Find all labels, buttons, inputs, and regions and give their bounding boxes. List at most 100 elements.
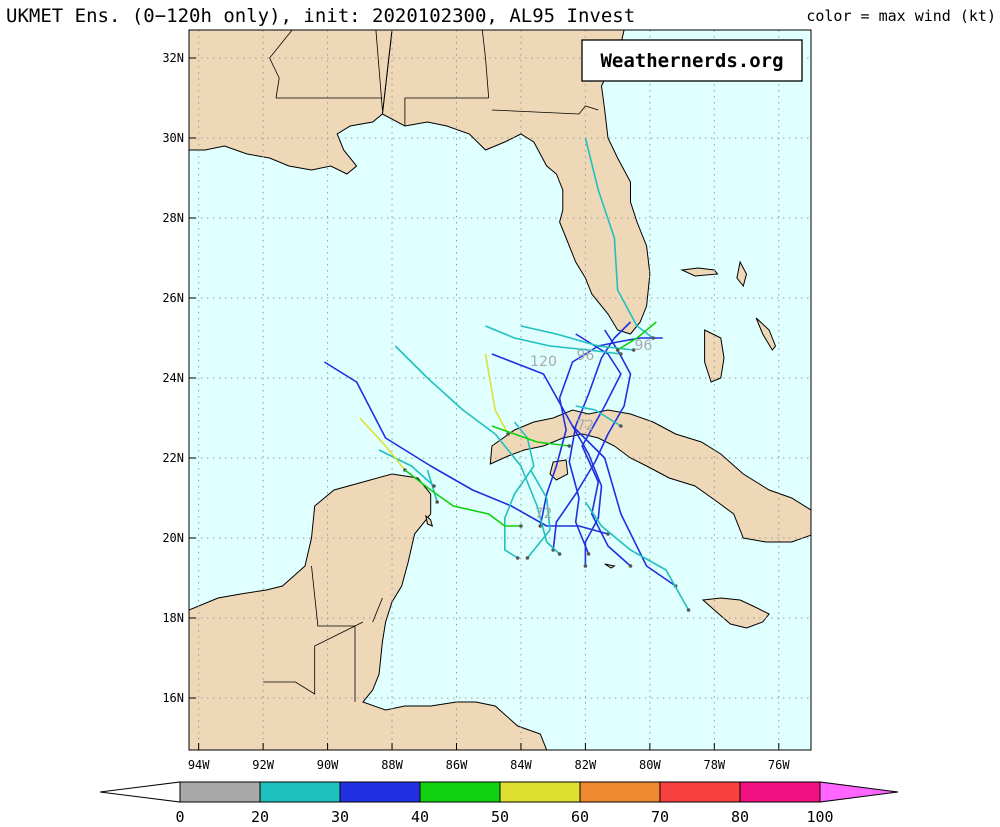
colorbar-segment <box>339 781 421 803</box>
track-end-marker <box>557 552 562 556</box>
colorbar-segment <box>659 781 741 803</box>
border-line <box>375 30 383 111</box>
lat-tick-label: 18N <box>162 611 184 625</box>
track-end-marker <box>628 564 633 568</box>
land-layer <box>189 30 811 750</box>
forecast-hour-labels: 120 96 96 72 72 <box>530 338 652 522</box>
lat-tick-label: 16N <box>162 691 184 705</box>
land-abaco <box>736 260 748 288</box>
land-gulf-coast-west <box>189 30 393 175</box>
lon-tick-label: 78W <box>703 758 725 772</box>
ensemble-track <box>485 325 621 355</box>
ensemble-track <box>526 469 551 559</box>
track-end-marker <box>538 524 543 528</box>
lat-tick-label: 28N <box>162 211 184 225</box>
ensemble-track <box>584 501 690 611</box>
track-end-marker <box>519 524 523 528</box>
colorbar-segment <box>179 781 261 803</box>
land-grand-bahama <box>680 267 719 277</box>
ensemble-track <box>359 417 406 471</box>
lon-tick-label: 94W <box>188 758 210 772</box>
track-end-marker <box>525 556 530 560</box>
track-end-marker <box>586 552 591 556</box>
lon-tick-label: 76W <box>768 758 790 772</box>
colorbar-segment <box>739 781 821 803</box>
lat-tick-label: 20N <box>162 531 184 545</box>
lon-tick-label: 84W <box>510 758 532 772</box>
track-end-marker <box>619 352 623 356</box>
forecast-hour-label: 96 <box>635 338 653 354</box>
track-end-marker <box>435 500 439 504</box>
colorbar-label: 70 <box>651 808 669 826</box>
ensemble-track <box>378 449 435 487</box>
wind-colorbar: 0 20 30 40 50 60 70 80 100 <box>99 781 899 826</box>
lon-tick-label: 90W <box>317 758 339 772</box>
colorbar-label: 20 <box>251 808 269 826</box>
colorbar-label: 50 <box>491 808 509 826</box>
ensemble-track <box>484 353 509 435</box>
track-end-marker <box>583 564 588 568</box>
land-florida <box>381 30 651 335</box>
colorbar-segment <box>419 781 501 803</box>
ensemble-track <box>552 329 632 551</box>
lat-tick-label: 32N <box>162 51 184 65</box>
watermark-box: Weathernerds.org <box>581 39 803 82</box>
map-frame <box>188 29 812 751</box>
ensemble-track <box>491 425 570 447</box>
colorbar-label: 30 <box>331 808 349 826</box>
track-end-marker <box>515 556 520 560</box>
colorbar-label: 100 <box>806 808 833 826</box>
land-eleuthera <box>755 317 777 351</box>
figure-subtitle: color = max wind (kt) <box>806 7 996 25</box>
ensemble-track <box>571 425 603 566</box>
colorbar-label: 80 <box>731 808 749 826</box>
figure-title: UKMET Ens. (0−120h only), init: 20201023… <box>6 5 635 27</box>
lon-tick-label: 82W <box>575 758 597 772</box>
colorbar-under-arrow <box>99 781 181 803</box>
gridlines <box>189 30 811 750</box>
forecast-hour-label: 96 <box>576 348 594 364</box>
colorbar-segment <box>259 781 341 803</box>
forecast-hour-label: 120 <box>530 354 557 370</box>
forecast-hour-label: 72 <box>576 418 594 434</box>
lon-tick-label: 80W <box>639 758 661 772</box>
lat-tick-label: 24N <box>162 371 184 385</box>
track-end-marker <box>615 348 620 352</box>
border-line <box>269 30 293 99</box>
ensemble-track <box>617 321 657 351</box>
axis-ticks: 16N 18N 20N 22N 24N 26N 28N 30N 32N 94W 92W 90W 88W 8… <box>162 51 790 772</box>
ensemble-track <box>584 137 654 339</box>
border-line <box>404 97 489 126</box>
ensemble-track <box>575 405 622 427</box>
border-line <box>372 597 383 623</box>
land-cuba <box>489 409 811 543</box>
ensemble-track <box>520 325 634 351</box>
track-end-marker <box>506 432 510 436</box>
watermark-text: Weathernerds.org <box>600 50 783 72</box>
land-hispaniola <box>810 540 811 541</box>
border-line <box>311 565 355 627</box>
lat-tick-label: 30N <box>162 131 184 145</box>
ensemble-track <box>404 469 521 527</box>
land-cozumel <box>425 514 434 527</box>
lon-tick-label: 92W <box>252 758 274 772</box>
land-andros <box>704 329 725 383</box>
colorbar-label: 40 <box>411 808 429 826</box>
track-end-marker <box>686 608 691 612</box>
colorbar-label: 0 <box>175 808 184 826</box>
lat-tick-label: 22N <box>162 451 184 465</box>
track-end-marker <box>631 348 636 352</box>
lon-tick-label: 88W <box>381 758 403 772</box>
forecast-hour-label: 72 <box>535 506 553 522</box>
track-end-marker <box>432 484 436 488</box>
lat-tick-label: 26N <box>162 291 184 305</box>
ensemble-track <box>568 321 632 555</box>
track-end-marker <box>619 424 623 428</box>
lon-tick-label: 86W <box>446 758 468 772</box>
ensemble-track <box>575 333 632 567</box>
ensemble-track <box>323 361 609 535</box>
land-yucatan <box>189 473 548 750</box>
border-line <box>491 105 599 115</box>
ensemble-tracks <box>323 137 691 612</box>
